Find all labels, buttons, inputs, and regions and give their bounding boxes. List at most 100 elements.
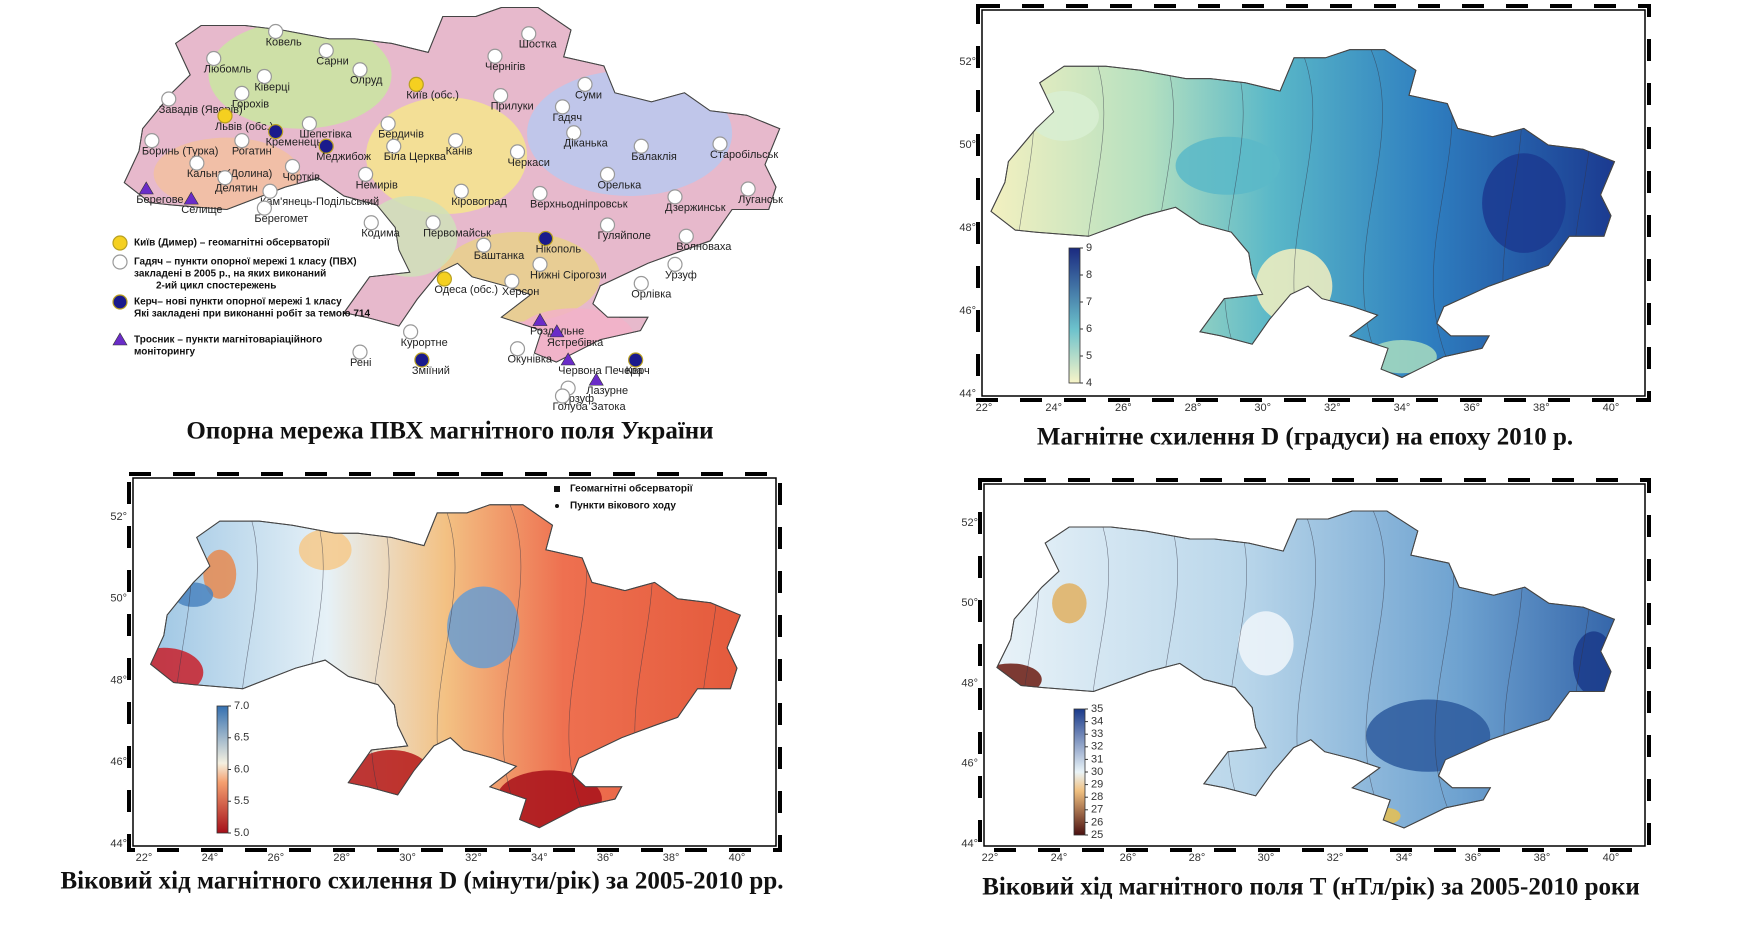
legend-marker (555, 504, 559, 508)
city-marker (740, 181, 756, 197)
city-label: Селище (181, 204, 222, 216)
city-label: Черкаси (508, 157, 550, 169)
legend-text: закладені в 2005 р., на яких виконаний (134, 269, 326, 280)
city-label: Львів (обс.) (215, 121, 273, 133)
city-marker (425, 215, 441, 231)
country-border (990, 49, 1616, 378)
city-label: Суми (575, 89, 602, 101)
lon-tick-label: 22° (982, 852, 999, 864)
city-marker (256, 200, 272, 216)
field-blob (298, 529, 352, 571)
city-label: Гадяч (553, 112, 583, 124)
city-marker (183, 191, 199, 205)
city-label: Любомль (204, 63, 252, 75)
colorbar-label: 6.5 (234, 732, 249, 744)
city-label: Прилуки (491, 101, 534, 113)
city-marker (301, 116, 317, 132)
legend-marker (554, 486, 560, 492)
city-label: Одеса (обс.) (434, 284, 498, 296)
field-blob (203, 549, 237, 599)
city-label: Берегове (136, 194, 183, 206)
city-label: Червона Печера (558, 365, 643, 377)
lon-tick-label: 22° (136, 852, 153, 864)
country-border (123, 7, 781, 363)
colorbar-label: 31 (1091, 753, 1103, 765)
colorbar-label: 8 (1086, 269, 1092, 281)
city-label: Лазурне (586, 385, 628, 397)
field-blob (447, 586, 520, 669)
city-label: Сарни (316, 56, 349, 68)
legend-text: Які закладені при виконанні робіт за тем… (134, 308, 370, 320)
lon-tick-label: 40° (729, 852, 746, 864)
caption: Опорна мережа ПВХ магнітного поля Україн… (186, 418, 713, 445)
city-marker (217, 108, 233, 124)
city-marker (476, 237, 492, 253)
field-blob (1482, 153, 1566, 253)
city-marker (509, 341, 526, 357)
city-label: Урзуф (665, 269, 697, 281)
lon-tick-label: 24° (202, 852, 219, 864)
colorbar-label: 5.0 (234, 827, 249, 839)
lat-tick-label: 48° (959, 222, 976, 234)
city-marker (386, 138, 402, 154)
city-marker (633, 138, 649, 154)
colorbar-label: 35 (1091, 703, 1103, 715)
city-label: Немирів (356, 179, 398, 191)
city-label: Кіровоград (451, 196, 507, 208)
city-marker (436, 271, 452, 287)
city-marker (453, 183, 469, 199)
city-marker (318, 43, 334, 59)
city-marker (284, 158, 301, 175)
city-label: Боринь (Турка) (142, 146, 219, 158)
lon-tick-label: 28° (333, 852, 350, 864)
lat-tick-label: 52° (959, 56, 976, 68)
legend-text: Геомагнітні обсерваторії (570, 483, 693, 495)
city-marker (487, 48, 503, 64)
lon-tick-label: 34° (531, 852, 548, 864)
colorbar-label: 7.0 (234, 700, 249, 712)
city-label: Орелька (598, 179, 643, 191)
field-blob (527, 70, 733, 197)
lat-tick-label: 46° (110, 756, 127, 768)
legend-text: Тросник – пункти магнітоваріаційного (134, 335, 322, 346)
city-marker (161, 91, 177, 107)
lat-tick-label: 50° (961, 597, 978, 609)
city-marker (549, 324, 565, 338)
city-marker (206, 50, 222, 67)
legend-text: Пункти вікового ходу (570, 501, 676, 512)
city-label: Ястребівка (547, 337, 604, 349)
city-label: Канів (446, 146, 473, 158)
lon-tick-label: 32° (465, 852, 482, 864)
field-blob (1175, 136, 1281, 195)
colorbar-label: 5 (1086, 350, 1092, 362)
city-label: Нікополь (536, 243, 582, 255)
lon-tick-label: 30° (399, 852, 416, 864)
city-marker (262, 183, 278, 199)
city-label: Меджибож (316, 151, 371, 163)
city-marker (217, 170, 233, 186)
city-marker (599, 217, 616, 233)
city-marker (532, 313, 548, 326)
lat-tick-label: 44° (961, 838, 978, 850)
field-blob (1052, 583, 1087, 624)
lon-tick-label: 22° (976, 402, 993, 414)
city-marker (234, 85, 250, 101)
city-label: Біла Церква (384, 151, 447, 163)
map-frame-outer (978, 478, 1651, 852)
colorbar (1073, 708, 1086, 836)
colorbar (216, 705, 229, 834)
city-label: Діканька (564, 138, 609, 150)
city-marker (667, 189, 683, 205)
colorbar-label: 5.5 (234, 795, 249, 807)
city-marker (599, 166, 616, 182)
city-marker (268, 124, 284, 140)
city-label: Кременець (266, 137, 323, 149)
city-marker (448, 133, 464, 149)
colorbar-label: 26 (1091, 816, 1103, 828)
legend-marker (112, 294, 128, 310)
city-label: Кодима (361, 228, 400, 240)
colorbar-label: 29 (1091, 779, 1103, 791)
colorbar-label: 4 (1086, 377, 1092, 389)
city-label: Луганськ (738, 194, 783, 206)
city-marker (318, 138, 334, 154)
